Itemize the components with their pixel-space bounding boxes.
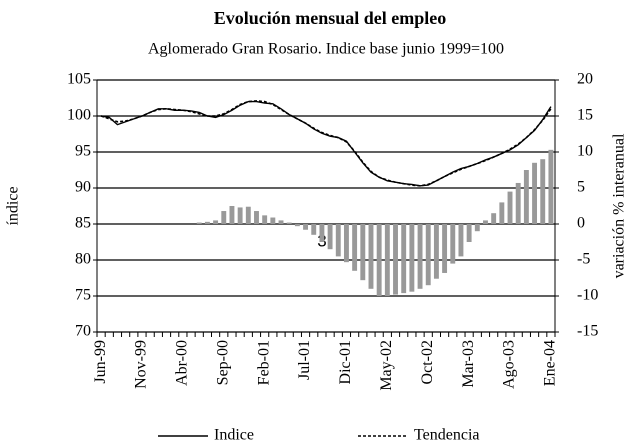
bar bbox=[335, 224, 341, 257]
bar bbox=[262, 215, 268, 224]
bar bbox=[384, 224, 390, 296]
bar bbox=[352, 224, 358, 271]
x-tick-label: Mar-03 bbox=[460, 340, 477, 388]
bar bbox=[368, 224, 374, 289]
bar bbox=[499, 202, 505, 224]
bar bbox=[237, 207, 243, 224]
bar bbox=[507, 191, 513, 224]
bar bbox=[442, 224, 448, 273]
x-tick-label: Ene-04 bbox=[542, 340, 559, 386]
x-tick-label: Jul-01 bbox=[296, 340, 313, 380]
bar bbox=[360, 224, 366, 281]
y2-tick-label: 10 bbox=[577, 143, 593, 160]
bar bbox=[409, 224, 415, 292]
bar bbox=[213, 220, 219, 224]
bar bbox=[278, 220, 284, 224]
y-tick-label: 100 bbox=[67, 107, 91, 124]
bar bbox=[483, 220, 488, 224]
bar bbox=[425, 224, 431, 286]
x-tick-label: Feb-01 bbox=[255, 340, 272, 385]
x-tick-label: Oct-02 bbox=[419, 340, 436, 384]
bar bbox=[474, 224, 480, 232]
legend-label: Tendencia bbox=[414, 427, 480, 444]
bar bbox=[417, 224, 423, 289]
y2-tick-label: 15 bbox=[577, 107, 593, 124]
bar bbox=[229, 206, 235, 224]
y2-tick-label: -15 bbox=[577, 323, 598, 340]
y-tick-label: 85 bbox=[75, 215, 91, 232]
x-tick-label: Dic-01 bbox=[337, 340, 354, 384]
x-tick-label: Abr-00 bbox=[174, 340, 191, 386]
bar bbox=[376, 224, 382, 296]
x-tick-label: Sep-00 bbox=[214, 340, 231, 385]
x-tick-label: Nov-99 bbox=[133, 340, 150, 389]
y2-axis-label: variación % interanual bbox=[611, 133, 628, 278]
chart-title: Evolución mensual del empleo bbox=[214, 8, 447, 28]
bar bbox=[515, 182, 521, 224]
bar bbox=[491, 213, 497, 224]
bar bbox=[294, 224, 300, 227]
bar bbox=[327, 224, 333, 250]
bar bbox=[245, 206, 251, 224]
bar bbox=[221, 211, 227, 224]
bar bbox=[286, 222, 292, 224]
y-tick-label: 90 bbox=[75, 179, 91, 196]
y-axis-label: índice bbox=[5, 186, 22, 225]
bar bbox=[311, 224, 317, 235]
y-tick-label: 80 bbox=[75, 251, 91, 268]
bar bbox=[319, 224, 325, 242]
y2-tick-label: 0 bbox=[577, 215, 585, 232]
bar bbox=[270, 217, 276, 224]
bar bbox=[450, 224, 456, 264]
y-tick-label: 95 bbox=[75, 143, 91, 160]
chart-subtitle: Aglomerado Gran Rosario. Indice base jun… bbox=[148, 41, 504, 58]
y2-tick-label: 5 bbox=[577, 179, 585, 196]
bar bbox=[458, 224, 464, 257]
y-tick-label: 70 bbox=[75, 323, 91, 340]
line bbox=[100, 100, 552, 187]
line bbox=[100, 100, 552, 187]
bar bbox=[433, 224, 439, 279]
x-tick-label: Jun-99 bbox=[92, 340, 109, 384]
y2-tick-label: 20 bbox=[577, 71, 593, 88]
bar bbox=[540, 159, 546, 224]
bar bbox=[532, 162, 538, 224]
y-tick-label: 105 bbox=[67, 71, 91, 88]
bar bbox=[254, 211, 259, 224]
bar bbox=[401, 224, 407, 294]
y-tick-label: 75 bbox=[75, 287, 91, 304]
y2-tick-label: -5 bbox=[577, 251, 590, 268]
y2-tick-label: -10 bbox=[577, 287, 598, 304]
bar bbox=[548, 149, 554, 224]
bar bbox=[303, 224, 309, 230]
x-tick-label: May-02 bbox=[378, 340, 395, 391]
bar bbox=[523, 170, 529, 224]
bar bbox=[466, 224, 472, 242]
legend-label: Indice bbox=[214, 427, 254, 444]
bar bbox=[204, 221, 210, 224]
bar bbox=[343, 224, 349, 263]
x-tick-label: Ago-03 bbox=[501, 340, 518, 389]
bar bbox=[196, 222, 202, 224]
bar bbox=[393, 224, 398, 295]
